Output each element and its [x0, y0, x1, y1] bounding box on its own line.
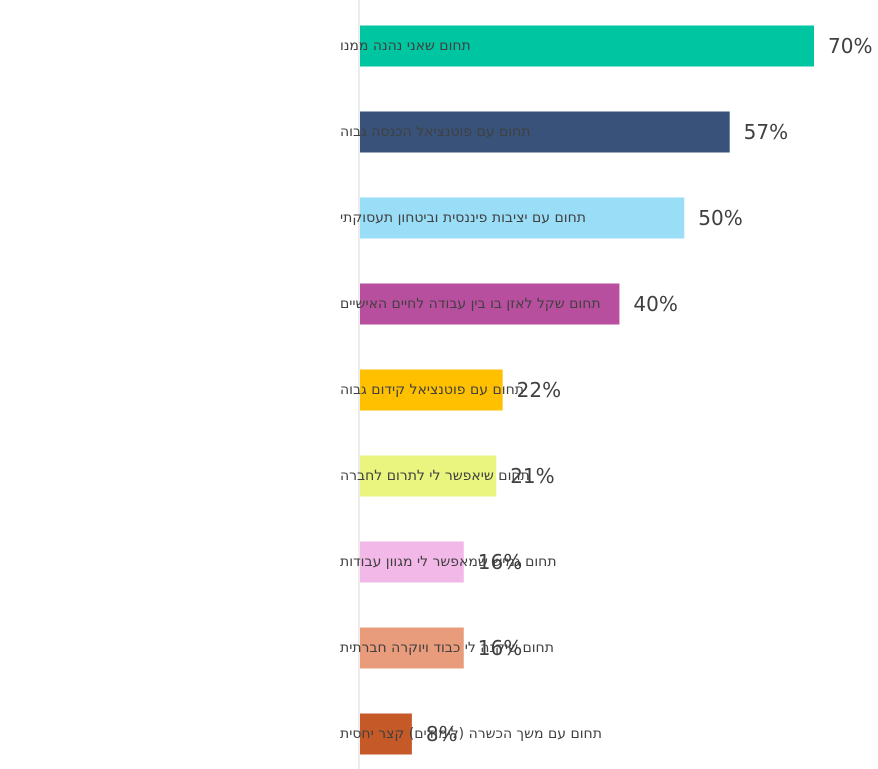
value-label-1: 70% [828, 34, 872, 58]
bar-6 [360, 455, 497, 497]
bar-1 [360, 25, 814, 67]
value-label-5: 22% [517, 378, 561, 402]
value-label-2: 57% [744, 120, 788, 144]
value-labels-group: 70% 57% 50% 40% 22% 21% 16% 16% 8% [426, 34, 873, 746]
category-label-1: תחום שאני נהנה ממנו [340, 38, 471, 54]
category-label-2: תחום עם פוטנציאל הכנסה גבוה [340, 124, 531, 140]
category-label-4: תחום שקל לאזן בו בין עבודה לחיים האישיים [340, 296, 601, 312]
category-labels-group: תחום שאני נהנה ממנו תחום עם פוטנציאל הכנס… [340, 38, 602, 742]
value-label-3: 50% [698, 206, 742, 230]
bar-9 [360, 713, 412, 755]
category-label-6: תחום שיאפשר לי לתרום לחברה [340, 468, 530, 484]
bar-2 [360, 111, 730, 153]
category-label-9: תחום עם משך הכשרה (לימודים) קצר יחסית [340, 726, 602, 742]
value-label-9: 8% [426, 722, 458, 746]
bar-7 [360, 541, 464, 583]
value-label-6: 21% [510, 464, 554, 488]
value-label-8: 16% [478, 636, 522, 660]
bar-5 [360, 369, 503, 411]
category-label-8: תחום שיקנה לי כבוד ויוקרה חברתית [340, 640, 554, 656]
category-label-3: תחום עם יציבות פיננסית וביטחון תעסוקתי [340, 210, 586, 226]
category-label-5: תחום עם פוטנציאל קידום גבוה [340, 382, 524, 398]
bar-3 [360, 197, 685, 239]
bar-8 [360, 627, 464, 669]
bars-group [360, 25, 814, 755]
category-label-7: תחום גמיש שמאפשר לי מגוון עבודות [340, 554, 557, 570]
value-label-4: 40% [633, 292, 677, 316]
bar-4 [360, 283, 620, 325]
value-label-7: 16% [478, 550, 522, 574]
